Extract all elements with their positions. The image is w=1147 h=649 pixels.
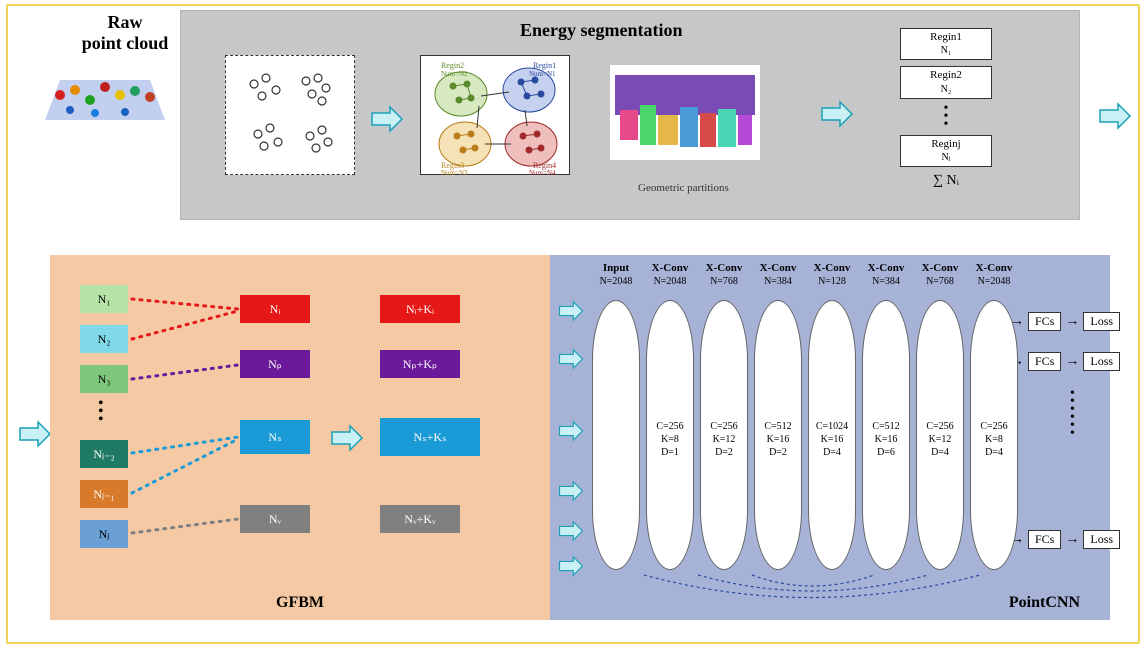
region-name: Regin2 xyxy=(930,69,962,81)
loss-box: Loss xyxy=(1083,312,1120,331)
vdots-icon: ••• xyxy=(900,105,992,129)
xconv-params: C=256K=12D=2 xyxy=(700,420,748,459)
flow-arrow xyxy=(1098,102,1132,130)
col-head: X-ConvN=2048 xyxy=(967,262,1021,287)
xconv-params: C=1024K=16D=4 xyxy=(808,420,856,459)
flow-arrow xyxy=(820,100,854,128)
region-sub: N₂ xyxy=(941,84,952,95)
region-box: Reginj Nⱼ xyxy=(900,135,992,167)
col-head: X-ConvN=384 xyxy=(751,262,805,287)
flow-arrow xyxy=(330,424,364,452)
fcs-loss-row: → FCs → Loss xyxy=(1010,530,1120,549)
xconv-params: C=256K=12D=4 xyxy=(916,420,964,459)
region-sub: N₁ xyxy=(941,45,952,56)
svg-text:Regin1: Regin1 xyxy=(533,61,556,70)
col-head: X-ConvN=768 xyxy=(697,262,751,287)
loss-box: Loss xyxy=(1083,352,1120,371)
col-head: X-ConvN=384 xyxy=(859,262,913,287)
region-list: Regin1 N₁ Regin2 N₂ ••• Reginj Nⱼ ∑ Nᵢ xyxy=(900,28,992,189)
svg-text:Num=N1: Num=N1 xyxy=(529,70,556,78)
geom-partition-image xyxy=(610,65,760,160)
scatter-box xyxy=(225,55,355,175)
svg-text:Num=N2: Num=N2 xyxy=(441,70,468,78)
xconv-params: C=512K=16D=6 xyxy=(862,420,910,459)
fcs-loss-row: → FCs → Loss xyxy=(1010,352,1120,371)
fcs-box: FCs xyxy=(1028,352,1061,371)
raw-title-l1: Raw xyxy=(108,12,143,32)
svg-text:Regin2: Regin2 xyxy=(441,61,464,70)
col-head: X-ConvN=2048 xyxy=(643,262,697,287)
sum-label: ∑ Nᵢ xyxy=(900,173,992,189)
region-name: Regin1 xyxy=(930,31,962,43)
region-box: Regin2 N₂ xyxy=(900,66,992,98)
col-head: X-ConvN=128 xyxy=(805,262,859,287)
vdots-icon: •••••• xyxy=(1070,390,1075,438)
arrow-icon: → xyxy=(1065,532,1079,548)
energy-title: Energy segmentation xyxy=(520,20,682,41)
svg-text:Num=N3: Num=N3 xyxy=(441,169,468,176)
arrow-icon: → xyxy=(1065,314,1079,330)
flow-arrow xyxy=(18,420,52,448)
raw-title: Raw point cloud xyxy=(60,12,190,54)
xconv-params: C=256K=8D=4 xyxy=(970,420,1018,459)
fcs-loss-row: → FCs → Loss xyxy=(1010,312,1120,331)
cluster-box: Regin2Num=N2 Regin1Num=N1 Regin3Num=N3 R… xyxy=(420,55,570,175)
region-name: Reginj xyxy=(931,138,960,150)
loss-box: Loss xyxy=(1083,530,1120,549)
xconv-params: C=256K=8D=1 xyxy=(646,420,694,459)
flow-arrow xyxy=(370,105,404,133)
geom-label: Geometric partitions xyxy=(638,182,729,194)
xconv-params: C=512K=16D=2 xyxy=(754,420,802,459)
arrow-icon: → xyxy=(1065,354,1079,370)
fcs-box: FCs xyxy=(1028,312,1061,331)
svg-text:Num=N4: Num=N4 xyxy=(529,169,556,176)
col-head: X-ConvN=768 xyxy=(913,262,967,287)
fcs-box: FCs xyxy=(1028,530,1061,549)
dotted-connections xyxy=(50,255,550,620)
input-lozenge xyxy=(592,300,640,570)
region-sub: Nⱼ xyxy=(942,152,951,163)
col-head: InputN=2048 xyxy=(589,262,643,287)
region-box: Regin1 N₁ xyxy=(900,28,992,60)
raw-title-l2: point cloud xyxy=(82,33,169,53)
raw-pointcloud-image xyxy=(40,65,170,140)
